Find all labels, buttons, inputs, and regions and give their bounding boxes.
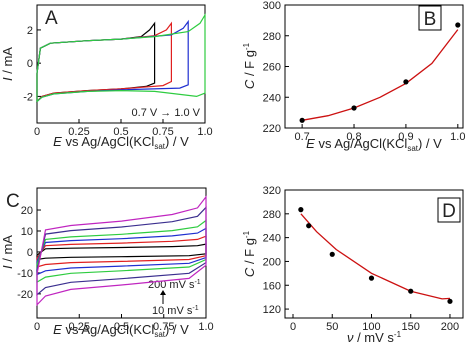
x-tick-label: 100 xyxy=(362,321,380,333)
x-tick-label: 0.8 xyxy=(346,131,361,143)
y-tick-label: 120 xyxy=(263,304,281,316)
data-point xyxy=(329,251,335,257)
y-tick-label: 240 xyxy=(263,233,281,245)
x-tick-label: 0 xyxy=(290,321,296,333)
y-tick-label: -10 xyxy=(17,268,33,280)
x-axis-label: E vs Ag/AgCl(KClsat) / V xyxy=(53,134,189,151)
x-tick-label: 1.0 xyxy=(450,131,465,143)
x-tick-label: 1.0 xyxy=(197,126,212,138)
cv-curve xyxy=(36,219,207,284)
panel-letter: A xyxy=(45,8,58,29)
x-tick-label: 0.5 xyxy=(113,126,128,138)
plot-frame xyxy=(36,187,207,319)
annotation: 200 mV s-1 xyxy=(148,279,201,291)
y-tick-label: -2 xyxy=(23,91,33,103)
letter-box xyxy=(418,5,442,31)
cv-curve xyxy=(36,21,172,103)
y-tick-label: 220 xyxy=(263,123,281,135)
arrow-head xyxy=(160,290,166,295)
data-point xyxy=(447,298,453,304)
data-point xyxy=(299,117,305,123)
x-tick-label: 0.9 xyxy=(398,131,413,143)
fit-line xyxy=(300,213,451,300)
cv-curve xyxy=(36,243,207,261)
y-axis-label: I / mA xyxy=(0,47,15,81)
x-tick-label: 0.75 xyxy=(153,321,174,333)
x-tick-label: 0.7 xyxy=(294,131,309,143)
y-axis-label: I / mA xyxy=(0,235,15,269)
panel-letter: B xyxy=(424,9,437,30)
y-axis-label: C / F g-1 xyxy=(242,230,257,277)
y-tick-label: 280 xyxy=(263,31,281,43)
y-tick-label: 2 xyxy=(27,25,33,37)
y-tick-label: 0 xyxy=(27,247,33,259)
y-tick-label: -20 xyxy=(17,289,33,301)
x-tick-label: 0 xyxy=(34,321,40,333)
panel-letter: D xyxy=(442,201,456,222)
x-tick-label: 0.25 xyxy=(69,321,90,333)
y-tick-label: 0 xyxy=(27,58,33,70)
y-axis-label: C / F g-1 xyxy=(242,42,257,89)
y-tick-label: 320 xyxy=(263,185,281,197)
y-tick-label: 160 xyxy=(263,280,281,292)
x-tick-label: 0 xyxy=(34,126,40,138)
y-tick-label: 240 xyxy=(263,92,281,104)
x-tick-label: 0.25 xyxy=(68,126,89,138)
y-tick-label: 200 xyxy=(263,256,281,268)
y-tick-label: 300 xyxy=(263,0,281,12)
y-tick-label: 280 xyxy=(263,209,281,221)
fit-line xyxy=(301,29,459,121)
y-tick-label: 20 xyxy=(21,205,33,217)
plot-frame xyxy=(284,189,464,319)
y-tick-label: 10 xyxy=(21,226,33,238)
letter-box xyxy=(437,197,461,223)
x-tick-label: 50 xyxy=(326,321,338,333)
plot-frame xyxy=(36,4,206,124)
x-axis-label: E vs Ag/AgCl(KClsat) / V xyxy=(306,136,442,153)
x-tick-label: 200 xyxy=(441,321,459,333)
panel-letter: C xyxy=(6,191,20,212)
data-point xyxy=(306,223,312,229)
data-point xyxy=(351,105,357,111)
x-axis-label: ν / mV s-1 xyxy=(347,330,402,345)
x-tick-label: 0.5 xyxy=(114,321,129,333)
data-point xyxy=(455,22,461,28)
cv-curve xyxy=(36,12,206,103)
cv-curve xyxy=(36,195,207,307)
x-tick-label: 150 xyxy=(402,321,420,333)
x-tick-label: 0.75 xyxy=(152,126,173,138)
annotation: 0.7 V → 1.0 V xyxy=(132,107,201,119)
annotation: 10 mV s-1 xyxy=(152,305,199,317)
data-point xyxy=(408,288,414,294)
x-axis-label: E vs Ag/AgCl(KClsat) / V xyxy=(53,322,189,339)
data-point xyxy=(298,207,304,213)
y-tick-label: 260 xyxy=(263,62,281,74)
data-point xyxy=(368,275,375,281)
data-point xyxy=(403,79,409,85)
x-tick-label: 1.0 xyxy=(198,321,213,333)
